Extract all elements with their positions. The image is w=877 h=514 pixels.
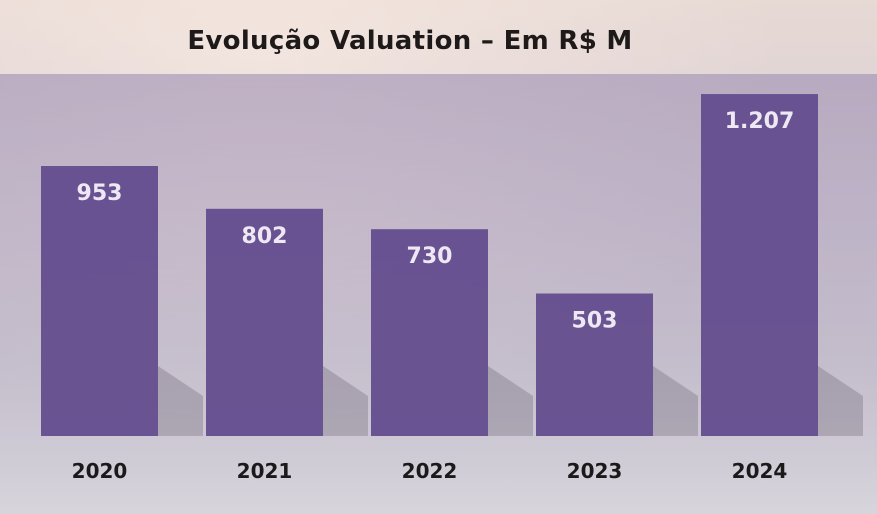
bar-shadow — [158, 366, 203, 436]
x-tick-label-2022: 2022 — [402, 459, 458, 483]
bar-2023 — [536, 293, 653, 436]
bar-2022 — [371, 229, 488, 436]
bar-2021 — [206, 208, 323, 436]
x-tick-label-2023: 2023 — [567, 459, 623, 483]
data-label-2021: 802 — [242, 224, 288, 249]
x-tick-label-2021: 2021 — [237, 459, 293, 483]
bar-shadow — [653, 366, 698, 436]
data-label-2024: 1.207 — [725, 109, 795, 134]
data-label-2023: 503 — [572, 309, 618, 334]
data-label-2020: 953 — [77, 181, 123, 206]
bar-2020 — [41, 166, 158, 436]
bar-2024 — [701, 94, 818, 437]
x-tick-label-2024: 2024 — [732, 459, 788, 483]
data-label-2022: 730 — [407, 244, 453, 269]
bar-shadow — [323, 366, 368, 436]
chart-title: Evolução Valuation – Em R$ M — [187, 26, 633, 56]
x-tick-label-2020: 2020 — [72, 459, 128, 483]
bar-shadow — [488, 366, 533, 436]
bar-shadow — [818, 366, 863, 436]
